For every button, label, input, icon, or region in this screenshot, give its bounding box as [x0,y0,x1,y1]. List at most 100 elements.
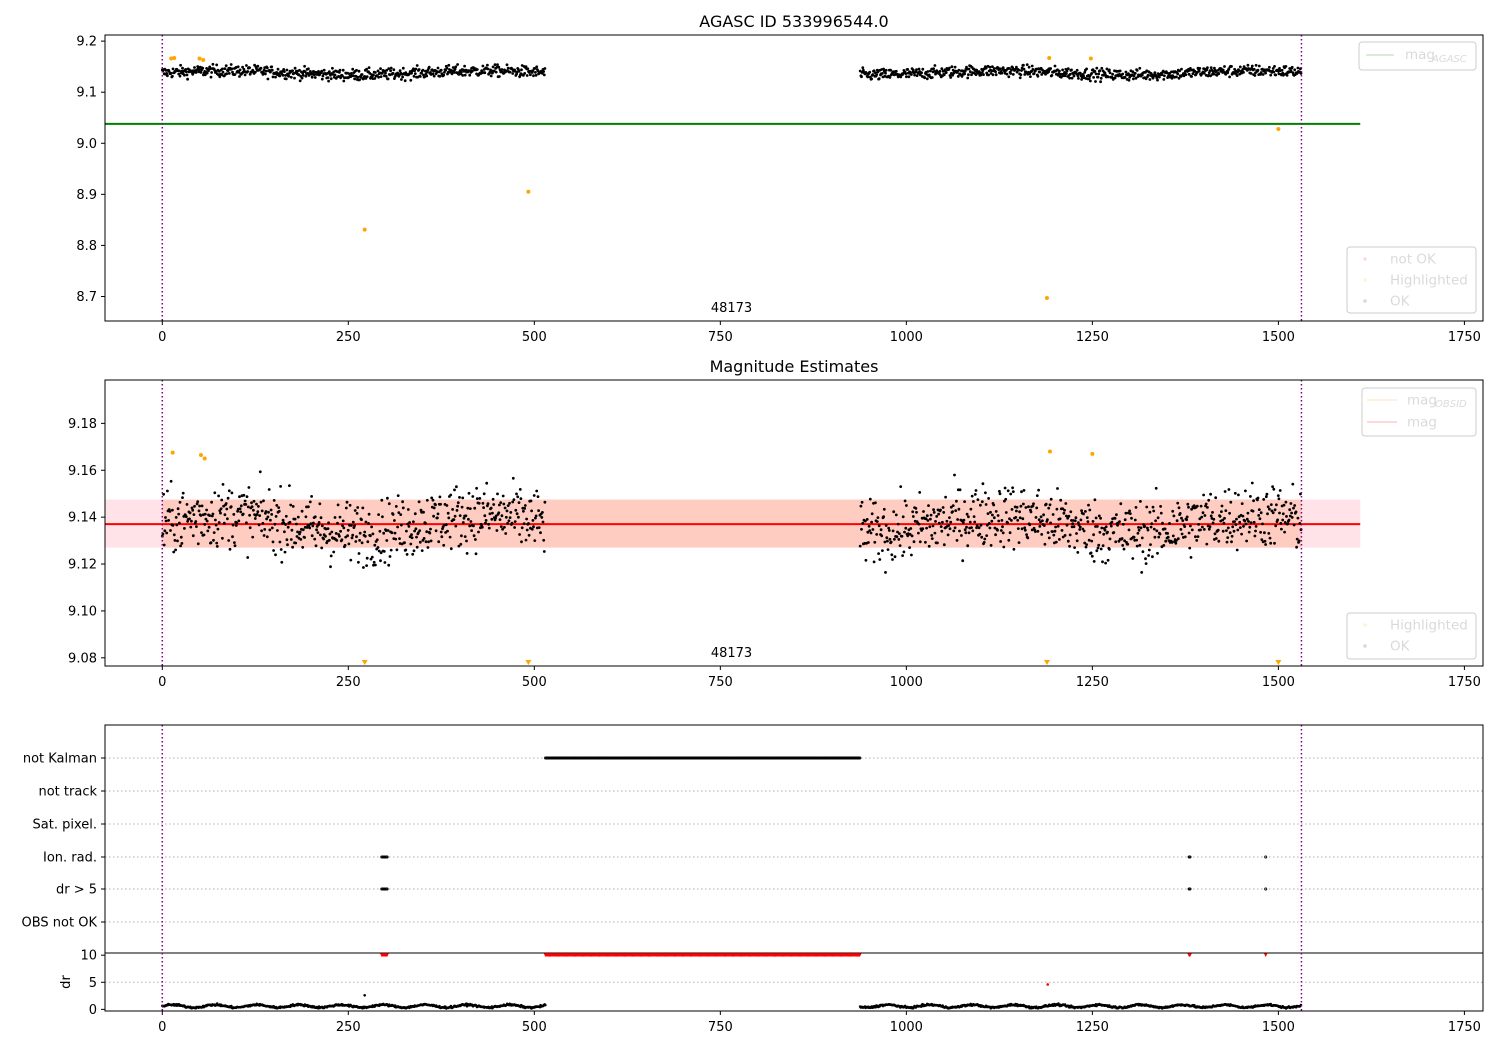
ok-point [963,500,966,503]
ok-point [1225,540,1229,544]
ok-point [201,66,205,70]
ok-point [1035,506,1039,510]
ok-point [465,539,468,543]
ok-point [970,494,974,498]
out-of-range-marker [361,660,368,665]
ok-point [1273,65,1276,68]
x-tick-label: 1250 [1076,675,1109,690]
ok-point [444,68,447,72]
ok-point [1010,519,1013,522]
ok-point [230,67,234,71]
ok-point [480,525,484,529]
ok-point [342,526,346,530]
ok-point [860,500,864,504]
ok-point [430,496,434,500]
ok-point [886,548,890,551]
ok-point [207,69,210,73]
ok-point [1250,481,1254,485]
ok-point [475,486,478,490]
ok-point [886,539,889,543]
ok-point [1108,547,1111,551]
dr-point [1046,983,1050,986]
ok-point [448,535,452,539]
ok-point [1197,523,1200,526]
ok-point [1070,68,1073,72]
flag-row-label: OBS not OK [22,916,98,931]
obsid-annotation-2: 48173 [711,646,752,661]
ok-point [1096,525,1099,528]
ok-point [508,516,512,519]
ok-point [1150,522,1154,526]
ok-point [1135,544,1139,548]
ok-point [1030,528,1034,532]
ok-point [226,496,230,500]
ok-point [1266,512,1269,516]
ok-point [229,505,233,509]
ok-point [514,508,518,512]
ok-point [345,500,349,504]
ok-point [432,74,436,78]
ok-point [429,527,432,531]
ok-point [349,558,353,562]
ok-point [248,72,252,76]
ok-point [400,523,403,527]
ok-point [200,504,204,508]
ok-point [246,70,250,73]
ok-point [890,553,894,557]
ok-point [937,521,941,525]
ok-point [1176,537,1180,541]
ok-point [1225,529,1228,532]
ok-point [1120,537,1124,540]
ok-point [1162,544,1166,547]
ok-point [501,527,504,531]
y-axis-0: 9.29.19.08.98.88.7 [76,35,105,305]
flag-marker [858,756,862,760]
ok-point [309,522,313,525]
ok-point [270,513,274,516]
ok-point [178,500,182,504]
ok-point [1010,68,1013,72]
ok-point [1100,526,1104,530]
ok-point [445,504,449,507]
ok-point [910,534,914,538]
ok-point [1228,511,1231,515]
ok-point [415,64,419,67]
ok-point [470,529,473,532]
ok-point [1183,535,1187,539]
ok-point [1153,535,1157,539]
ok-point [942,543,946,547]
ok-point [322,537,325,541]
ok-point [472,524,475,528]
ok-point [467,491,471,495]
ok-point [881,549,884,552]
ok-point [523,72,527,75]
ok-point [489,506,493,510]
ok-point [329,77,333,81]
ok-point [486,63,489,67]
ok-point [269,508,273,512]
ok-point [962,518,966,522]
ok-point [468,507,472,510]
ok-point [1104,525,1108,529]
ok-point [910,73,913,76]
ok-point [1227,488,1231,491]
ok-point [1106,75,1110,79]
ok-point [1254,71,1257,75]
ok-point [1010,508,1014,511]
ok-point [300,76,304,80]
ok-point [1296,516,1300,520]
ok-point [171,67,175,71]
ok-point [1171,509,1175,513]
ok-point [234,524,238,527]
ok-point [1000,71,1004,75]
ok-point [926,519,930,522]
ok-point [1131,70,1135,74]
flag-marker [1264,855,1268,859]
ok-point [1180,67,1183,71]
ok-point [1132,74,1136,78]
ok-point [506,521,509,525]
out-of-range-marker [525,660,532,665]
ok-point [932,67,935,71]
ok-point [369,534,372,538]
ok-point [173,539,177,542]
